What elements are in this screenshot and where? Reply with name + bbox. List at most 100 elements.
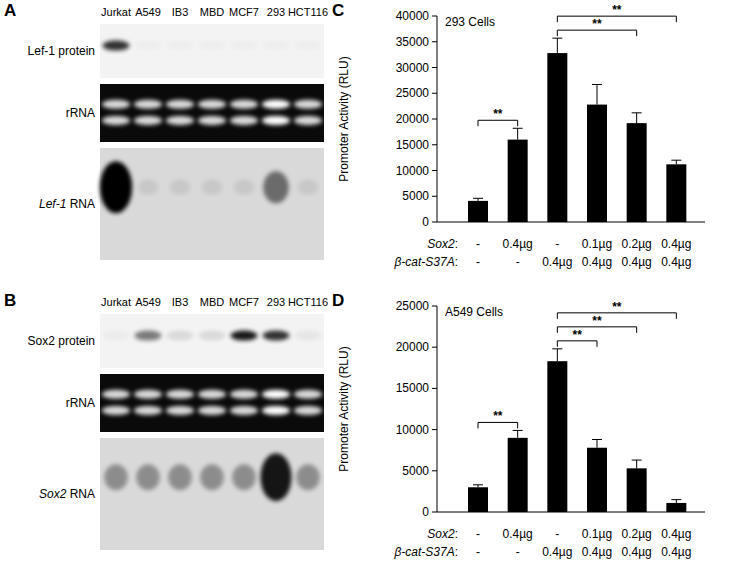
band	[294, 390, 322, 415]
band	[103, 331, 130, 341]
band	[234, 180, 254, 195]
error-bar	[473, 485, 483, 487]
band	[230, 100, 258, 125]
band-18s	[102, 116, 130, 125]
band	[261, 453, 292, 501]
significance-label: **	[572, 328, 582, 342]
y-tick	[432, 67, 437, 68]
row-value: -	[516, 545, 520, 559]
lane-label: MBD	[200, 296, 225, 308]
row-label: Lef-1 RNA	[39, 197, 95, 211]
error-stem	[597, 439, 598, 447]
row-value: 0.4µg	[582, 545, 612, 559]
significance-label: **	[592, 314, 602, 328]
band-18s	[262, 406, 290, 415]
error-bar	[671, 500, 681, 503]
lane-label: Jurkat	[101, 296, 131, 308]
band-28s	[262, 100, 290, 109]
italic-part: Sox2	[427, 237, 455, 251]
band-18s	[294, 406, 322, 415]
gel-strip	[100, 84, 324, 142]
band	[134, 100, 162, 125]
band	[262, 390, 290, 415]
significance-label: **	[612, 3, 622, 17]
significance-label: **	[493, 409, 503, 423]
band-18s	[262, 116, 290, 125]
y-tick-label: 30000	[396, 61, 430, 75]
band	[135, 41, 162, 51]
band	[138, 180, 158, 195]
error-bar	[513, 430, 523, 437]
y-tick	[432, 196, 437, 197]
significance-bracket: **	[478, 107, 518, 126]
band	[102, 100, 130, 125]
error-bar	[592, 84, 602, 104]
band-18s	[294, 116, 322, 125]
y-tick	[432, 306, 437, 307]
band-28s	[294, 390, 322, 399]
chart-title: 293 Cells	[445, 15, 495, 29]
significance-label: **	[592, 17, 602, 31]
band	[230, 390, 258, 415]
bar	[627, 468, 647, 512]
lane-label: MCF7	[229, 6, 259, 18]
lane-label: Jurkat	[101, 6, 131, 18]
band	[134, 390, 162, 415]
y-axis-label: Promoter Activity (RLU)	[337, 56, 351, 181]
band-18s	[166, 116, 194, 125]
y-tick-label: 15000	[396, 138, 430, 152]
error-stem	[597, 84, 598, 104]
row-value: 0.4µg	[503, 527, 533, 541]
error-stem	[517, 430, 518, 437]
row-label: β-cat-S37A:	[393, 545, 458, 559]
error-cap	[632, 460, 642, 461]
figure: AJurkatA549IB3MBDMCF7293HCT116Lef-1 prot…	[0, 0, 750, 567]
row-value: 0.4µg	[622, 255, 652, 269]
band	[296, 464, 320, 490]
y-tick	[432, 388, 437, 389]
row-label: Sox2:	[427, 527, 458, 541]
band	[166, 100, 194, 125]
bar	[508, 438, 528, 512]
band	[232, 464, 256, 490]
y-tick-label: 35000	[396, 35, 430, 49]
band-18s	[102, 406, 130, 415]
bar	[666, 164, 686, 222]
row-label: Sox2 protein	[28, 334, 95, 348]
significance-bracket: **	[557, 3, 676, 22]
gel-background	[100, 374, 324, 432]
gel-background	[100, 24, 324, 78]
italic-part: β-cat-S37A	[393, 255, 454, 269]
gel-strip	[100, 24, 324, 78]
lane-label: HCT116	[288, 296, 328, 308]
chart-title: A549 Cells	[445, 305, 503, 319]
error-cap	[513, 430, 523, 431]
band	[298, 180, 318, 195]
band-18s	[230, 116, 258, 125]
row-value: -	[476, 527, 480, 541]
band-18s	[134, 406, 162, 415]
lane-label: 293	[267, 6, 285, 18]
y-tick-label: 0	[422, 215, 429, 229]
error-stem	[676, 160, 677, 164]
error-cap	[552, 38, 562, 39]
band	[199, 41, 226, 51]
band	[136, 464, 160, 490]
band	[103, 41, 130, 51]
band-28s	[198, 100, 226, 109]
significance-bracket: **	[557, 300, 676, 319]
y-tick-label: 40000	[396, 9, 430, 23]
row-label: Sox2 RNA	[39, 487, 95, 501]
plain-part: :	[455, 545, 458, 559]
band-28s	[166, 390, 194, 399]
y-tick-label: 10000	[396, 164, 430, 178]
row-label: Lef-1 protein	[28, 44, 95, 58]
row-value: 0.4µg	[661, 545, 691, 559]
band	[295, 331, 322, 341]
row-label: rRNA	[66, 396, 95, 410]
panel-letter: A	[4, 1, 16, 20]
band	[231, 41, 258, 51]
band-28s	[102, 390, 130, 399]
error-cap	[513, 128, 523, 129]
bars	[468, 349, 686, 512]
